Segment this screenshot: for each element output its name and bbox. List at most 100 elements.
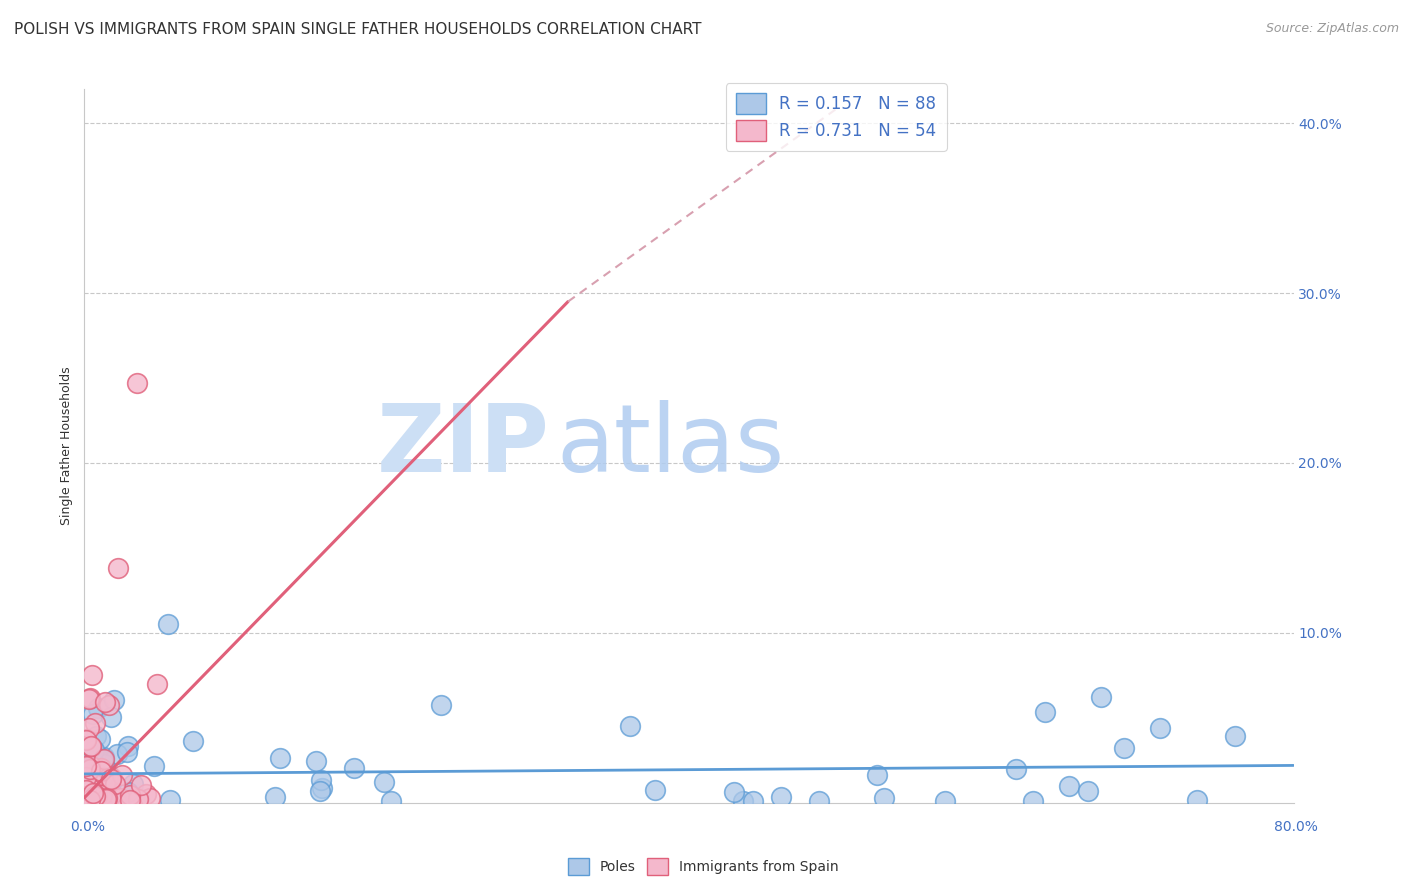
Point [138,790,160,805]
Point [75,738,97,752]
Point [77,791,100,805]
Point [1112,740,1135,755]
Point [129,778,152,792]
Point [311,772,333,787]
Point [82,761,104,775]
Point [98,698,121,713]
Point [86,789,108,803]
Point [84,789,107,804]
Point [111,768,134,782]
Point [373,775,395,789]
Point [76,790,98,805]
Point [104,792,127,806]
Point [117,739,139,754]
Point [75,732,97,747]
Point [86,768,108,782]
Point [86,777,108,791]
Point [103,693,125,707]
Point [181,734,204,748]
Point [84,784,107,798]
Point [97,773,120,788]
Point [90,761,112,775]
Point [98,778,121,792]
Point [309,783,332,797]
Point [77,779,100,793]
Point [934,794,956,808]
Point [1187,793,1209,807]
Point [79,784,101,798]
Point [84,789,107,804]
Point [90,764,112,778]
Point [82,668,104,682]
Point [100,772,122,786]
Point [91,752,114,766]
Point [94,695,117,709]
Point [87,780,110,794]
Point [90,775,112,789]
Point [82,774,104,789]
Point [80,739,103,753]
Point [84,716,107,731]
Legend: Poles, Immigrants from Spain: Poles, Immigrants from Spain [562,853,844,880]
Point [83,758,105,772]
Point [93,757,115,772]
Point [135,787,157,801]
Point [100,772,122,786]
Point [75,794,97,808]
Point [75,732,97,747]
Point [87,700,110,714]
Point [644,783,666,797]
Point [91,788,114,802]
Point [1035,706,1057,720]
Point [84,729,107,743]
Point [156,617,179,632]
Point [84,763,107,777]
Point [1090,690,1112,705]
Y-axis label: Single Father Households: Single Father Households [60,367,73,525]
Point [1077,784,1099,798]
Point [75,791,97,805]
Point [97,768,120,782]
Point [96,791,118,805]
Point [80,739,103,754]
Point [127,376,149,391]
Point [83,782,105,797]
Point [1223,730,1246,744]
Point [82,707,104,722]
Point [100,788,122,802]
Point [86,761,108,775]
Point [723,785,745,799]
Point [146,677,169,691]
Point [93,750,115,764]
Point [380,794,402,808]
Point [118,793,141,807]
Point [866,768,889,782]
Text: 80.0%: 80.0% [1274,821,1319,834]
Point [77,783,100,797]
Point [94,792,117,806]
Point [75,793,97,807]
Point [80,794,103,808]
Point [305,754,328,768]
Point [343,761,366,775]
Text: POLISH VS IMMIGRANTS FROM SPAIN SINGLE FATHER HOUSEHOLDS CORRELATION CHART: POLISH VS IMMIGRANTS FROM SPAIN SINGLE F… [14,22,702,37]
Point [79,757,101,772]
Point [89,732,111,747]
Point [770,790,793,805]
Point [1022,794,1045,808]
Point [79,762,101,776]
Point [75,794,97,808]
Point [83,779,105,793]
Point [84,747,107,761]
Point [82,789,104,804]
Text: atlas: atlas [555,400,785,492]
Point [142,759,165,773]
Point [75,791,97,805]
Point [159,793,181,807]
Point [79,793,101,807]
Point [83,756,105,770]
Point [1057,779,1080,793]
Point [619,719,641,733]
Point [80,781,103,796]
Point [269,751,291,765]
